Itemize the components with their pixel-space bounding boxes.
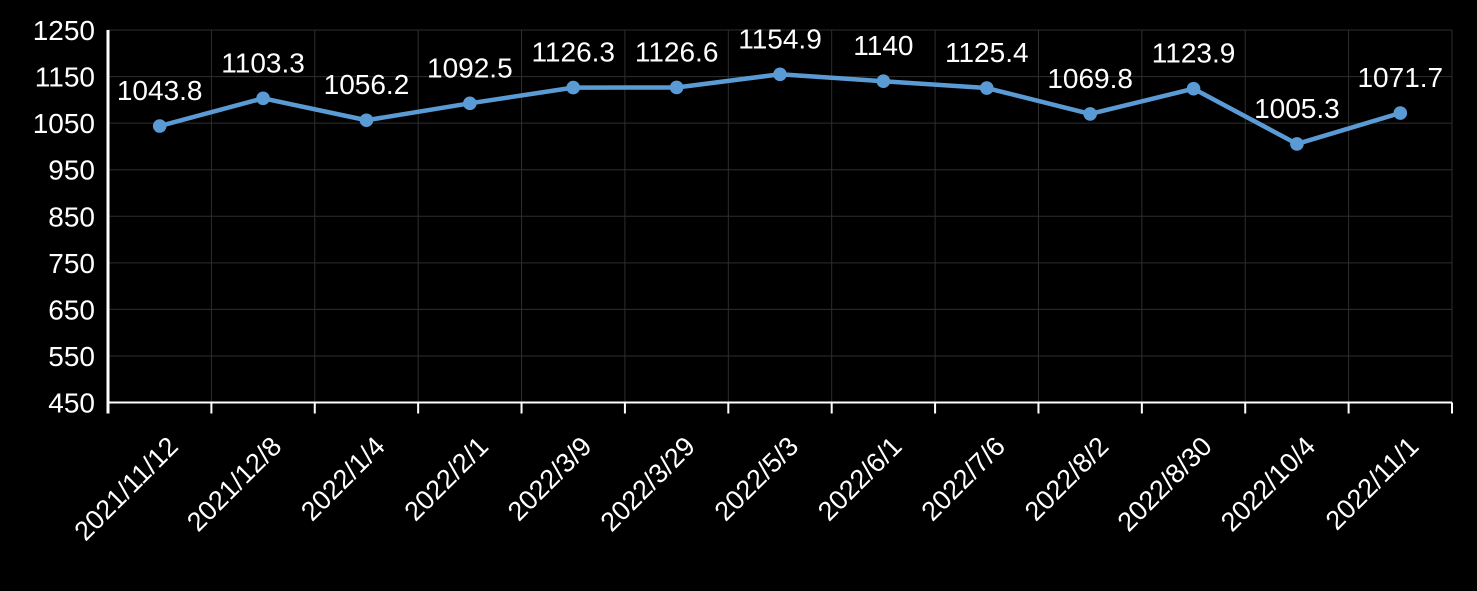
data-point-marker [773, 67, 787, 82]
y-axis-label: 550 [48, 341, 95, 372]
data-label: 1126.6 [635, 36, 719, 67]
y-axis-label: 450 [48, 388, 95, 419]
data-point-marker [979, 81, 994, 95]
x-axis-label: 2022/8/2 [1019, 431, 1115, 527]
data-point-marker [1083, 107, 1097, 121]
data-point-marker [1393, 106, 1408, 120]
x-axis-label: 2022/3/29 [595, 431, 701, 537]
data-point-marker [566, 80, 581, 95]
x-axis-label: 2022/1/4 [295, 431, 391, 527]
x-axis-label: 2022/6/1 [812, 431, 908, 527]
data-point-marker [359, 113, 374, 128]
x-axis-label: 2022/11/1 [1320, 431, 1425, 536]
x-axis-label: 2022/2/1 [399, 431, 495, 527]
data-point-marker [463, 96, 477, 111]
data-label: 1071.7 [1357, 62, 1443, 93]
y-axis-label: 850 [48, 201, 95, 232]
x-axis-label: 2022/10/4 [1215, 431, 1321, 537]
x-axis-label: 2021/12/8 [181, 431, 287, 537]
data-point-marker [669, 80, 684, 95]
x-axis-label: 2022/8/30 [1112, 431, 1218, 537]
data-label: 1056.2 [324, 69, 410, 100]
y-axis-label: 650 [48, 294, 95, 325]
data-label: 1043.8 [117, 75, 203, 106]
y-axis-label: 1250 [33, 15, 95, 46]
data-label: 1123.9 [1152, 38, 1236, 69]
data-label: 1154.9 [738, 23, 822, 54]
x-axis-label: 2022/7/6 [915, 431, 1011, 527]
data-point-marker [256, 91, 270, 106]
data-label: 1005.3 [1254, 93, 1340, 124]
x-axis-label: 2022/3/9 [502, 431, 598, 527]
data-label: 1125.4 [945, 37, 1029, 68]
data-point-marker [1186, 81, 1201, 96]
data-point-marker [152, 119, 167, 133]
y-axis-label: 1050 [33, 108, 95, 139]
data-label: 1103.3 [221, 47, 305, 78]
x-axis-label: 2021/11/12 [69, 431, 184, 546]
data-point-marker [876, 74, 891, 89]
y-axis-label: 950 [48, 155, 95, 186]
y-axis-label: 1150 [35, 62, 95, 93]
x-axis-label: 2022/5/3 [709, 431, 805, 527]
data-label: 1092.5 [427, 52, 513, 83]
data-label: 1126.3 [531, 37, 615, 68]
data-point-marker [1290, 137, 1304, 151]
y-axis-label: 750 [48, 248, 95, 279]
data-label: 1140 [853, 30, 913, 61]
data-label: 1069.8 [1047, 63, 1133, 94]
